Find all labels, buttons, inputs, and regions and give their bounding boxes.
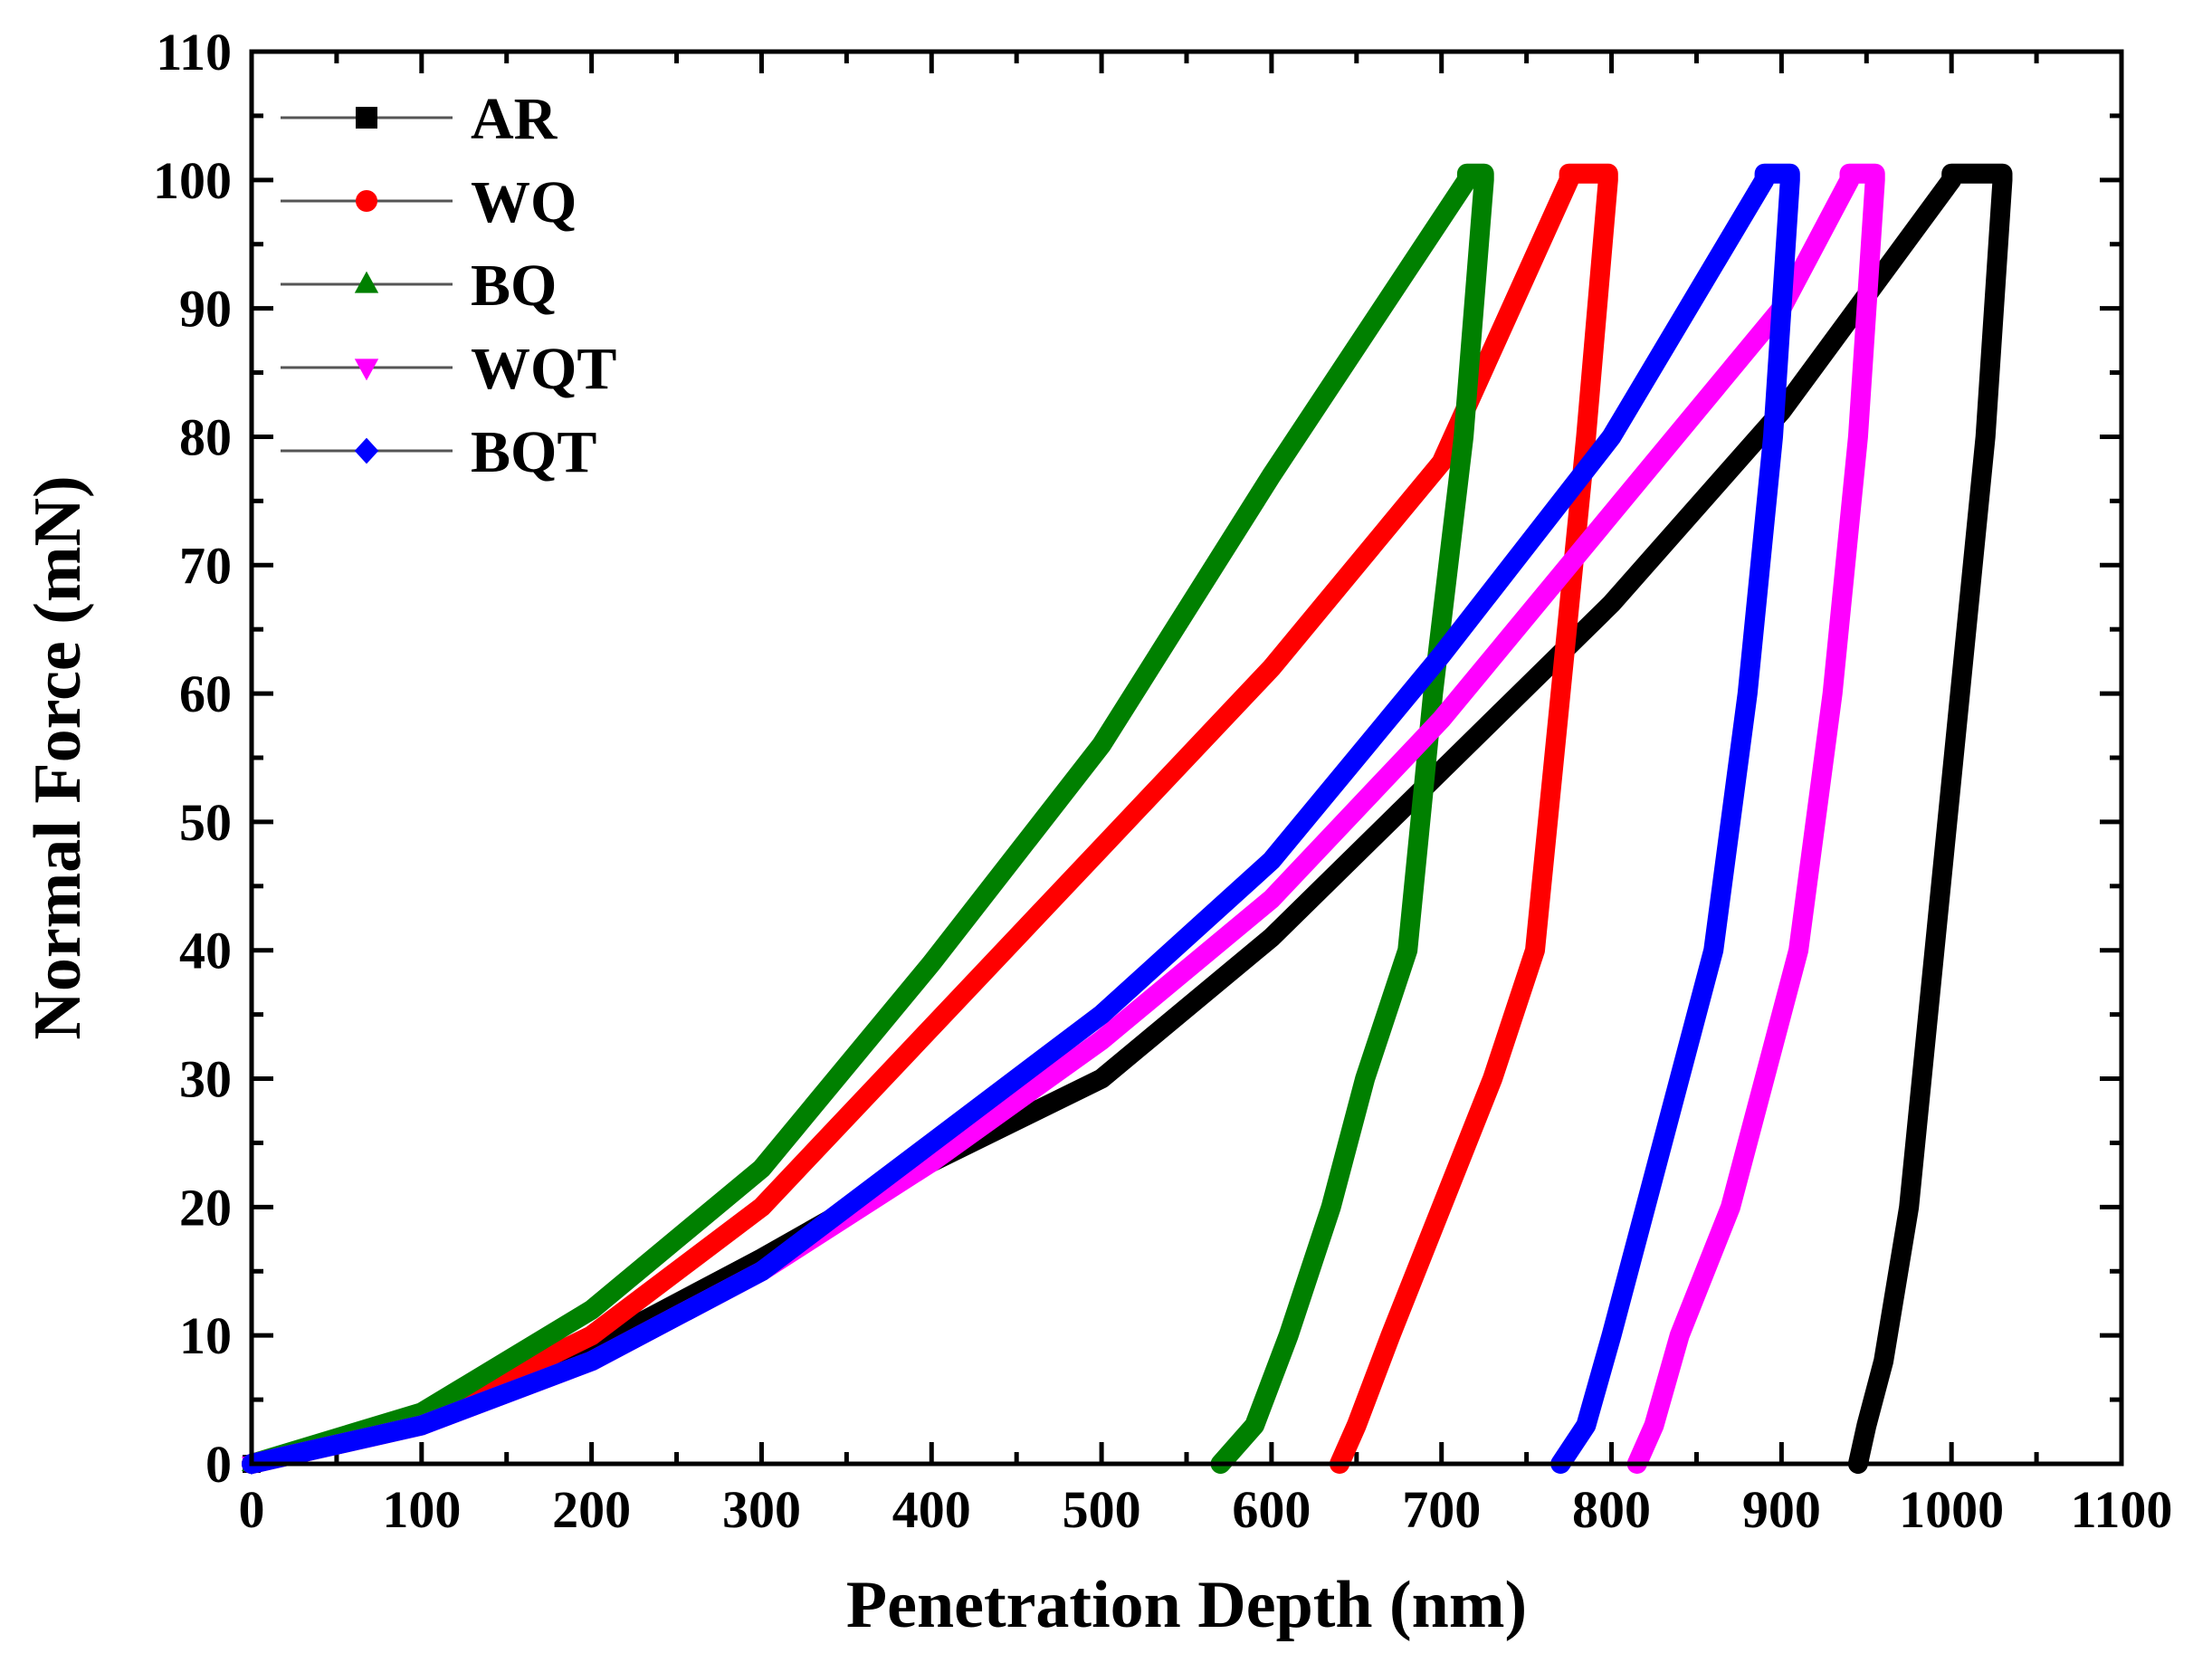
y-tick-label: 110: [156, 23, 232, 81]
y-tick-label: 20: [179, 1178, 232, 1237]
series-line-bqt: [242, 163, 1800, 1474]
y-tick-label: 70: [179, 536, 232, 595]
legend-item-wqt: WQT: [281, 336, 616, 402]
x-tick-label: 300: [722, 1480, 801, 1539]
legend-item-bqt: BQT: [281, 419, 596, 485]
y-tick-label: 50: [179, 793, 232, 852]
y-tick-label: 0: [205, 1435, 232, 1494]
x-tick-label: 400: [892, 1480, 971, 1539]
x-axis-title: Penetration Depth (nm): [846, 1568, 1527, 1642]
plot-frame: [249, 49, 2124, 1467]
x-tick-label: 1100: [2071, 1480, 2173, 1539]
y-tick-label: 60: [179, 664, 232, 723]
y-tick-label: 10: [179, 1306, 232, 1365]
legend-marker-bqt: [354, 437, 379, 464]
legend-label: BQ: [471, 253, 557, 319]
legend-item-ar: AR: [281, 86, 558, 152]
x-tick-label: 500: [1063, 1480, 1141, 1539]
y-tick-label: 90: [179, 280, 232, 339]
series-line-bq: [242, 163, 1494, 1474]
legend-marker-bq: [354, 271, 379, 293]
legend-label: WQ: [471, 169, 577, 235]
legend-marker-ar: [356, 107, 377, 129]
x-tick-label: 1000: [1899, 1480, 2004, 1539]
x-tick-label: 800: [1572, 1480, 1651, 1539]
legend-item-wq: WQ: [281, 169, 577, 235]
x-tick-label: 100: [382, 1480, 461, 1539]
y-tick-label: 100: [153, 151, 232, 210]
y-axis-title: Normal Force (mN): [21, 475, 95, 1039]
series-line-wq: [242, 163, 1618, 1474]
legend-item-bq: BQ: [281, 253, 557, 319]
y-tick-label: 80: [179, 407, 232, 466]
y-tick-label: 40: [179, 922, 232, 980]
legend-label: AR: [471, 86, 558, 152]
legend-label: BQT: [471, 419, 596, 485]
legend-marker-wqt: [354, 358, 379, 381]
y-tick-label: 30: [179, 1050, 232, 1109]
legend-label: WQT: [471, 336, 616, 402]
x-tick-label: 600: [1232, 1480, 1311, 1539]
x-tick-label: 0: [239, 1480, 265, 1539]
tick-labels: 0 100 200 300 400 500 600 700 800 900 1000 1100 0 10 2…: [153, 23, 2172, 1539]
x-tick-label: 200: [552, 1480, 631, 1539]
legend: AR WQ BQ WQT BQT: [281, 86, 616, 485]
x-tick-label: 700: [1402, 1480, 1481, 1539]
legend-marker-wq: [356, 190, 377, 212]
data-curves: [242, 163, 2013, 1475]
x-tick-label: 900: [1742, 1480, 1821, 1539]
